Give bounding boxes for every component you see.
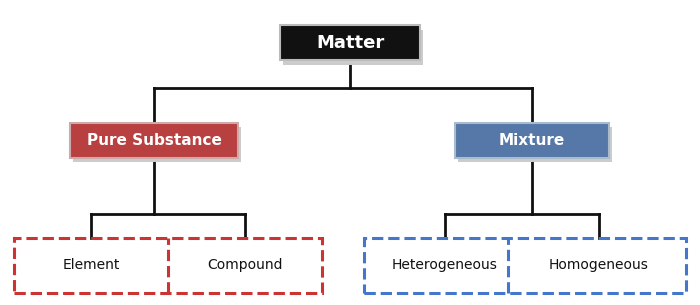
Text: Matter: Matter xyxy=(316,34,384,52)
Text: Element: Element xyxy=(62,258,120,272)
Text: Mixture: Mixture xyxy=(499,133,565,148)
FancyBboxPatch shape xyxy=(280,25,420,60)
FancyBboxPatch shape xyxy=(458,127,612,162)
Text: Heterogeneous: Heterogeneous xyxy=(391,258,498,272)
Text: Homogeneous: Homogeneous xyxy=(549,258,648,272)
FancyBboxPatch shape xyxy=(283,30,423,65)
FancyBboxPatch shape xyxy=(73,127,241,162)
Text: Pure Substance: Pure Substance xyxy=(87,133,221,148)
FancyBboxPatch shape xyxy=(70,123,238,158)
Text: Compound: Compound xyxy=(207,258,283,272)
FancyBboxPatch shape xyxy=(455,123,609,158)
